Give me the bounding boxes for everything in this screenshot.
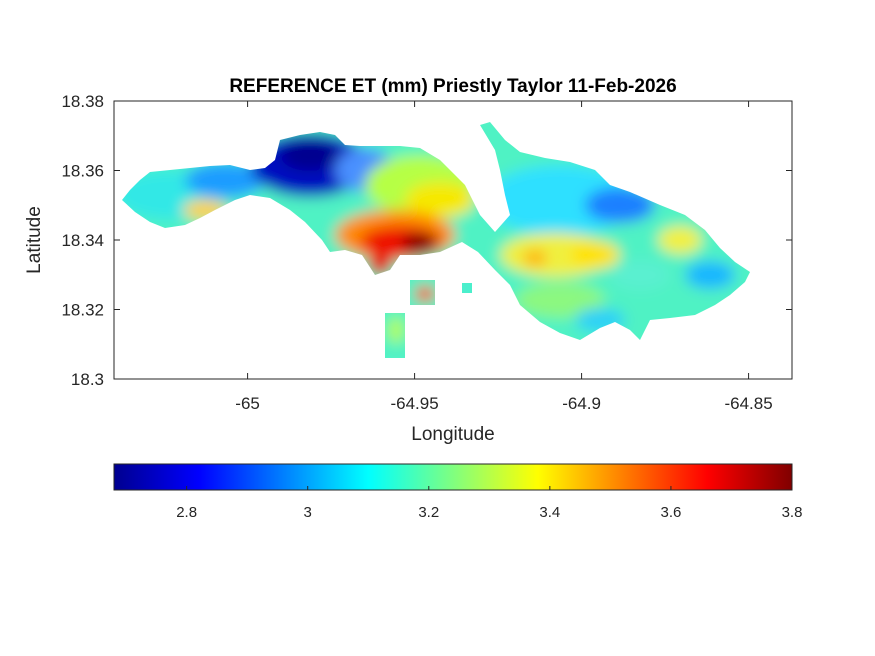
x-tick-label: -65: [235, 394, 260, 413]
chart-title: REFERENCE ET (mm) Priestly Taylor 11-Feb…: [229, 76, 676, 97]
y-tick-label: 18.36: [61, 162, 104, 181]
colorbar-tick-label: 3.4: [539, 504, 560, 521]
colorbar-tick-label: 3.6: [660, 504, 681, 521]
colorbar: [113, 463, 793, 491]
x-tick-label: -64.9: [562, 394, 601, 413]
colorbar-tick-label: 2.8: [176, 504, 197, 521]
y-axis-label: Latitude: [24, 206, 45, 274]
y-tick-label: 18.32: [61, 301, 104, 320]
y-ticks: 18.3 18.32 18.34 18.36 18.38: [61, 92, 792, 389]
y-tick-label: 18.38: [61, 92, 104, 111]
colorbar-tick-label: 3.2: [418, 504, 439, 521]
colorbar-tick-label: 3: [304, 504, 312, 521]
x-tick-label: -64.95: [390, 394, 438, 413]
colorbar-ticks: 2.8 3 3.2 3.4 3.6 3.8: [176, 486, 802, 521]
y-tick-label: 18.3: [71, 370, 104, 389]
y-tick-label: 18.34: [61, 231, 104, 250]
x-axis-label: Longitude: [411, 424, 494, 445]
colorbar-tick-label: 3.8: [782, 504, 803, 521]
x-tick-label: -64.85: [724, 394, 772, 413]
x-ticks: -65 -64.95 -64.9 -64.85: [235, 101, 773, 413]
